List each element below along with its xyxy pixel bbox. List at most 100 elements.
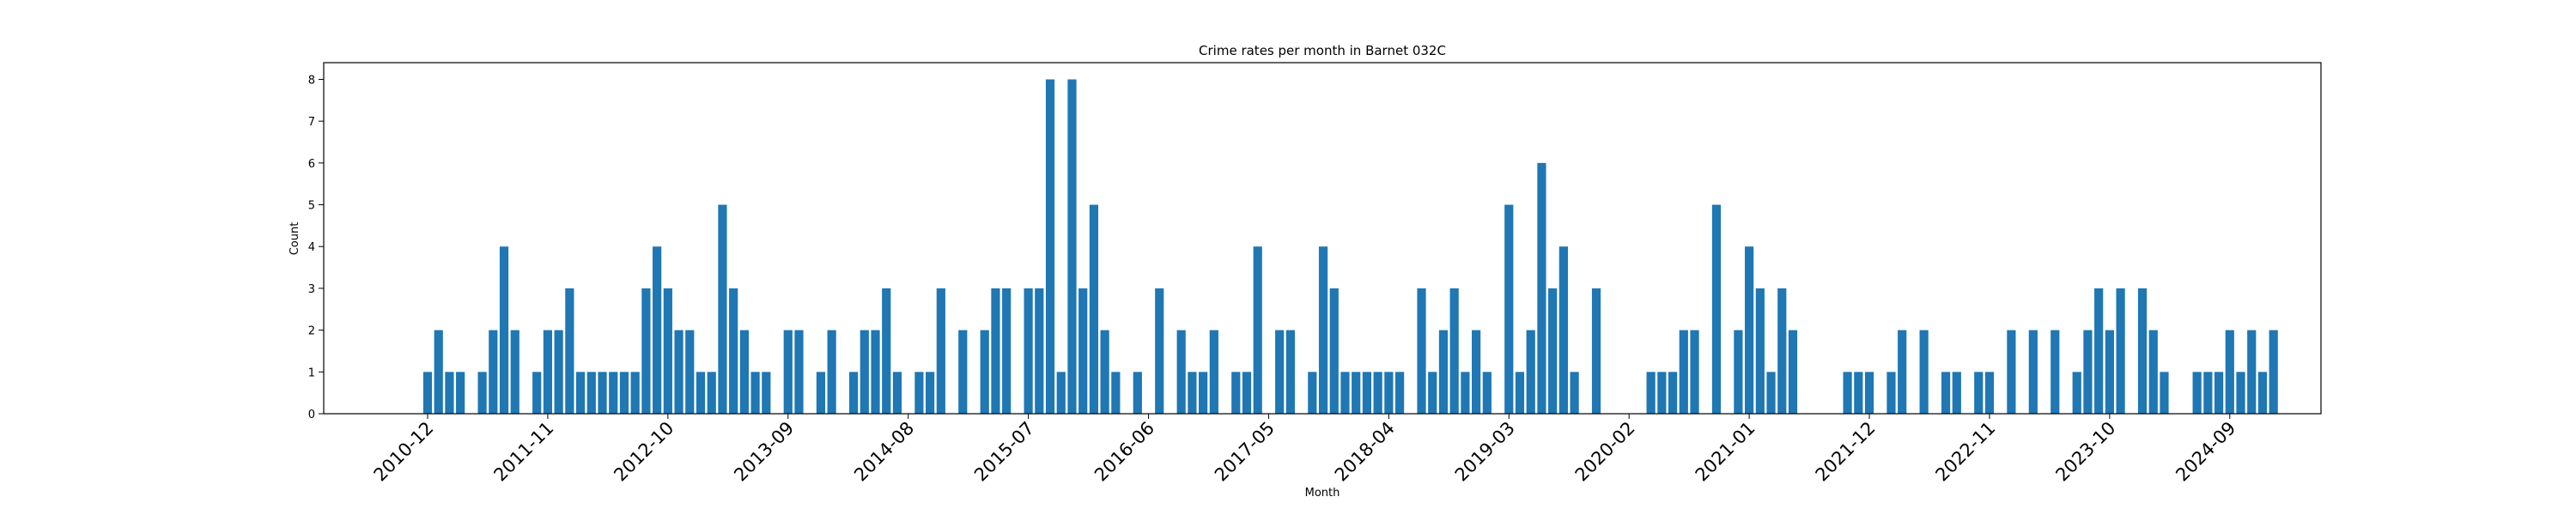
bar-2011-03 — [456, 372, 465, 414]
bar-2011-07 — [499, 246, 509, 414]
bar-2016-09 — [1176, 330, 1186, 414]
bar-2015-10 — [1056, 372, 1066, 414]
bar-2013-02 — [707, 372, 716, 414]
bar-2014-06 — [882, 288, 891, 414]
bar-2019-09 — [1570, 372, 1579, 414]
bar-2012-05 — [609, 372, 618, 414]
bar-2012-09 — [653, 246, 662, 414]
bar-2014-01 — [827, 330, 836, 414]
bar-2013-12 — [816, 372, 826, 414]
bar-2022-05 — [1919, 330, 1929, 414]
bar-2018-03 — [1373, 372, 1382, 414]
bar-2011-01 — [434, 330, 443, 414]
y-tick-label: 2 — [308, 325, 315, 338]
bar-2015-09 — [1045, 79, 1055, 414]
y-axis: 0 1 2 3 4 5 6 7 8 — [308, 74, 324, 421]
bar-2017-09 — [1308, 372, 1317, 414]
x-axis-label: Month — [1305, 487, 1340, 500]
bar-2014-03 — [848, 372, 859, 414]
bar-2015-04 — [991, 288, 1000, 414]
bar-2022-11 — [1984, 372, 1995, 414]
bar-2017-10 — [1318, 246, 1328, 414]
bar-2024-02 — [2148, 330, 2158, 414]
bar-2024-07 — [2203, 372, 2213, 414]
bar-2012-10 — [663, 288, 672, 414]
bar-2014-07 — [892, 372, 902, 414]
y-tick-label: 4 — [308, 241, 315, 254]
plot-frame — [323, 62, 2322, 415]
bar-2016-05 — [1133, 372, 1142, 414]
bar-2014-10 — [926, 372, 935, 414]
bar-2023-05 — [2050, 330, 2060, 414]
bar-2012-01 — [565, 288, 574, 414]
bar-2018-08 — [1428, 372, 1437, 414]
bar-2019-11 — [1591, 288, 1601, 414]
bar-2015-01 — [958, 330, 968, 414]
bar-2019-01 — [1482, 372, 1492, 414]
bar-2021-11 — [1854, 372, 1863, 414]
bar-2024-09 — [2225, 330, 2234, 414]
bar-2012-08 — [641, 288, 651, 414]
bar-2019-07 — [1548, 288, 1558, 414]
bar-2022-03 — [1898, 330, 1907, 414]
bar-2011-10 — [532, 372, 542, 414]
bar-2011-05 — [477, 372, 487, 414]
bar-2017-07 — [1285, 330, 1295, 414]
bar-2024-11 — [2247, 330, 2257, 414]
bar-2016-11 — [1199, 372, 1208, 414]
bar-2018-05 — [1394, 372, 1405, 414]
bar-2011-06 — [489, 330, 498, 414]
bar-2023-08 — [2083, 330, 2093, 414]
bar-2018-12 — [1472, 330, 1481, 414]
y-tick-label: 1 — [308, 367, 315, 379]
bar-2021-04 — [1777, 288, 1787, 414]
bar-2020-10 — [1711, 204, 1722, 414]
bar-2021-05 — [1788, 330, 1798, 414]
bar-2024-01 — [2137, 288, 2148, 414]
bar-2023-07 — [2072, 372, 2081, 414]
y-axis-label: Count — [289, 222, 301, 256]
bar-2013-05 — [739, 330, 749, 414]
bar-2020-05 — [1657, 372, 1667, 414]
y-tick-label: 6 — [308, 158, 315, 171]
y-tick-label: 7 — [308, 116, 315, 129]
bar-2023-11 — [2116, 288, 2125, 414]
bar-2016-03 — [1111, 372, 1121, 414]
bar-2015-12 — [1078, 288, 1088, 414]
bar-2022-02 — [1886, 372, 1896, 414]
bar-2019-04 — [1515, 372, 1525, 414]
bar-2017-04 — [1253, 246, 1262, 414]
bar-2012-04 — [598, 372, 607, 414]
bar-2016-01 — [1089, 204, 1099, 414]
bar-2013-10 — [794, 330, 804, 414]
bar-2017-12 — [1340, 372, 1350, 414]
bar-2023-10 — [2105, 330, 2114, 414]
bar-2018-01 — [1352, 372, 1361, 414]
bar-2011-12 — [554, 330, 563, 414]
bar-2018-04 — [1384, 372, 1394, 414]
bar-2012-11 — [674, 330, 683, 414]
bar-2020-08 — [1690, 330, 1699, 414]
y-tick-label: 5 — [308, 200, 315, 213]
bar-2010-12 — [422, 372, 433, 414]
bar-2015-07 — [1024, 288, 1033, 414]
bar-2013-03 — [718, 204, 727, 414]
bar-2019-05 — [1526, 330, 1535, 414]
bar-2013-04 — [729, 288, 738, 414]
bar-2014-11 — [936, 288, 945, 414]
bar-2015-03 — [980, 330, 989, 414]
bar-2012-02 — [575, 372, 586, 414]
bar-2018-11 — [1461, 372, 1470, 414]
bar-2017-02 — [1231, 372, 1241, 414]
bar-2016-10 — [1188, 372, 1197, 414]
bar-2021-03 — [1766, 372, 1776, 414]
bar-2022-08 — [1952, 372, 1961, 414]
bar-2024-03 — [2160, 372, 2169, 414]
bar-2021-12 — [1864, 372, 1874, 414]
bar-2018-09 — [1438, 330, 1449, 414]
bar-2016-12 — [1209, 330, 1218, 414]
y-tick-label: 8 — [308, 74, 315, 87]
bar-2019-03 — [1504, 204, 1514, 414]
bar-2011-02 — [445, 372, 454, 414]
